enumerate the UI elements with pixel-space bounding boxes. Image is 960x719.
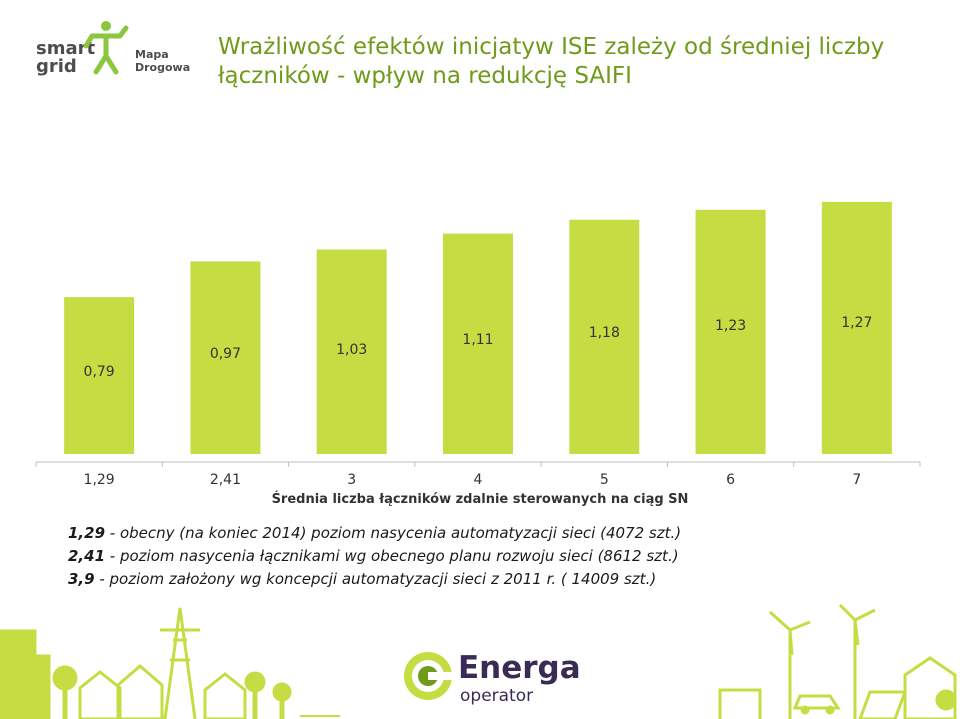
page-title: Wrażliwość efektów inicjatyw ISE zależy … (218, 33, 948, 91)
logo-smart-text: smart (36, 38, 96, 59)
bar (569, 219, 640, 454)
data-label: 1,23 (715, 318, 746, 334)
power-pylon-icon (160, 607, 200, 719)
smart-grid-figure-icon (83, 21, 129, 75)
x-tick-label: 2,41 (210, 472, 241, 488)
building-icon (0, 629, 37, 719)
data-label: 1,27 (841, 315, 872, 331)
x-tick-label: 6 (726, 472, 735, 488)
bar (443, 233, 513, 454)
data-label: 1,11 (462, 332, 493, 348)
title-line-2: łączników - wpływ na redukcję SAIFI (218, 63, 632, 89)
logo-mapa-drogowa: Mapa Drogowa (135, 48, 191, 74)
note-3-value: 3,9 (68, 570, 95, 588)
logo-grid-text: grid (36, 56, 77, 77)
energa-swirl-icon (404, 652, 454, 700)
title-line-1: Wrażliwość efektów inicjatyw ISE zależy … (218, 34, 885, 60)
bar (316, 249, 387, 454)
bar (190, 261, 261, 454)
note-2-text: - poziom nasycenia łącznikami wg obecneg… (105, 547, 679, 565)
note-3-text: - poziom założony wg koncepcji automatyz… (94, 570, 657, 588)
x-tick-label: 4 (474, 472, 483, 488)
bar-chart: 0,79 1,29 0,97 2,41 1,03 3 1,11 4 1,18 5 1,23 6 1,27… (35, 201, 921, 507)
x-axis-label: Średnia liczba łączników zdalnie sterowa… (272, 491, 689, 507)
house-icon (78, 670, 122, 719)
smart-grid-logo: smart grid Mapa Drogowa (32, 20, 212, 82)
x-tick-label: 5 (600, 472, 609, 488)
energa-brand: Energa (458, 650, 581, 686)
car-icon (792, 694, 841, 710)
note-1-value: 1,29 (68, 524, 106, 542)
bar (695, 209, 766, 454)
energa-brand-sub: operator (460, 686, 534, 706)
note-1-text: - obecny (na koniec 2014) poziom nasycen… (105, 524, 682, 542)
data-label: 0,79 (84, 364, 115, 380)
data-label: 1,18 (589, 325, 620, 341)
notes-list: 1,29 - obecny (na koniec 2014) poziom na… (68, 522, 681, 591)
note-2: 2,41 - poziom nasycenia łącznikami wg ob… (68, 545, 681, 568)
x-tick-label: 7 (852, 472, 861, 488)
energa-logo: Energa operator (400, 648, 581, 708)
note-3: 3,9 - poziom założony wg koncepcji autom… (68, 568, 681, 591)
wind-turbine-icon (768, 610, 811, 719)
note-1: 1,29 - obecny (na koniec 2014) poziom na… (68, 522, 681, 545)
note-2-value: 2,41 (68, 547, 106, 565)
x-tick-label: 3 (347, 472, 356, 488)
x-tick-label: 1,29 (84, 472, 115, 488)
data-label: 0,97 (210, 346, 241, 362)
bar (821, 201, 892, 454)
solar-panel-icon (858, 690, 908, 719)
decorative-landscape (0, 603, 957, 719)
bar (64, 297, 135, 454)
data-label: 1,03 (336, 342, 367, 358)
